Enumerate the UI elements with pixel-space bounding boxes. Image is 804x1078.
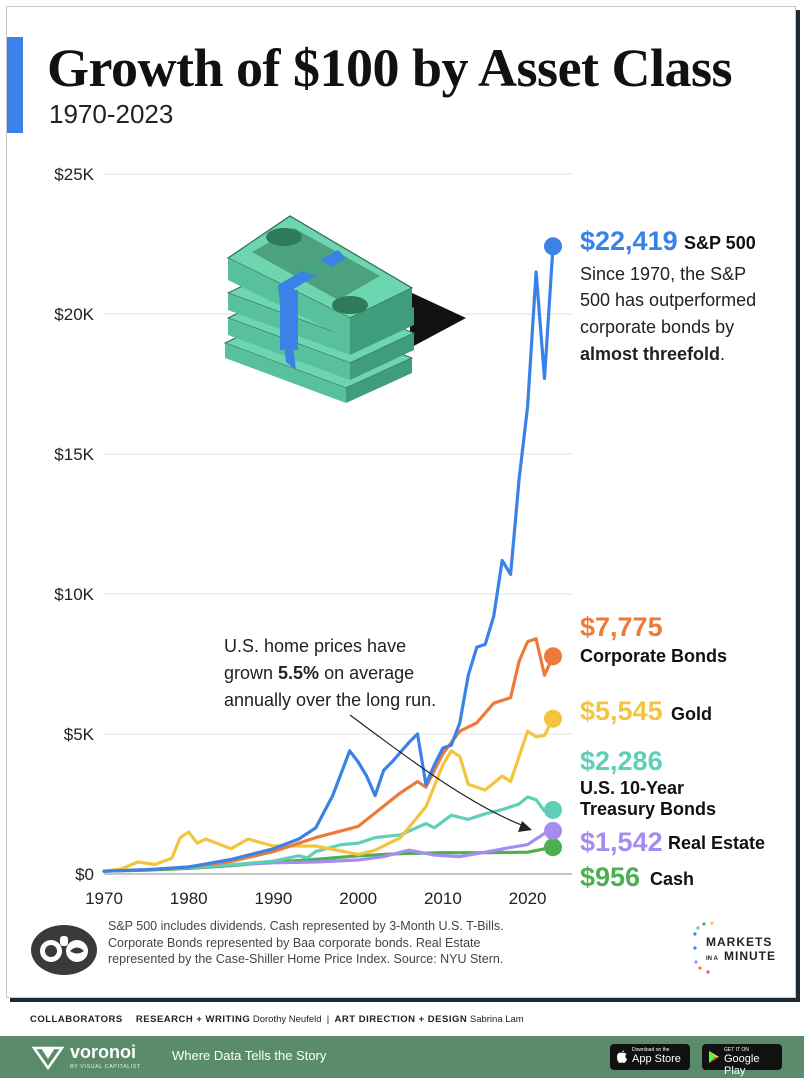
chart-series <box>102 244 555 873</box>
x-tick-label: 2020 <box>509 889 547 908</box>
treasury-name-line-2: Treasury Bonds <box>580 799 716 819</box>
research-name: Dorothy Neufeld <box>252 1014 322 1025</box>
u-s-10-year-treasury-bonds-line <box>102 795 555 873</box>
google-play-big-text: Google Play <box>724 1053 760 1077</box>
annotation-arrow <box>349 714 525 827</box>
sp500-desc-line-2: 500 has outperformed <box>580 290 756 310</box>
corporate-bonds-line <box>102 637 555 873</box>
treasury-final-value: $2,286 <box>580 746 663 776</box>
sp500-series-name: S&P 500 <box>684 233 756 253</box>
footnote-line-3: represented by the Case-Shiller Home Pri… <box>108 952 504 966</box>
gold-endpoint <box>544 709 562 728</box>
real-estate-final-value: $1,542 <box>580 827 663 857</box>
cash-final-value: $956 <box>580 862 640 892</box>
binoculars-logo-icon <box>31 925 97 975</box>
markets-in-a-minute-logo: MARKETS IN A MINUTE <box>693 922 776 974</box>
x-tick-label: 2000 <box>339 889 377 908</box>
page-subtitle: 1970-2023 <box>49 99 174 129</box>
design-label: ART DIRECTION + DESIGN <box>334 1014 468 1025</box>
corporate-bonds-final-value: $7,775 <box>580 612 663 642</box>
s-p-500-line <box>102 244 555 873</box>
chart-footnote: S&P 500 includes dividends. Cash represe… <box>108 918 538 968</box>
cash-endpoint <box>544 838 562 857</box>
annotation-line-2: grown 5.5% on average <box>224 663 414 683</box>
x-tick-label: 1980 <box>170 889 208 908</box>
u-s-10-year-treasury-bonds-endpoint <box>544 800 562 819</box>
x-tick-label: 1990 <box>255 889 293 908</box>
y-tick-label: $5K <box>64 725 95 744</box>
gold-line <box>102 717 555 873</box>
apple-icon <box>617 1050 627 1063</box>
infographic-card: Growth of $100 by Asset Class 1970-2023 <box>6 6 796 998</box>
mim-line-2b: MINUTE <box>724 949 776 963</box>
s-p-500-endpoint <box>544 237 562 256</box>
voronoi-brand[interactable]: voronoi <box>70 1042 136 1062</box>
sp500-final-value: $22,419 <box>580 226 678 256</box>
chart-endpoints <box>544 237 562 857</box>
mim-line-1: MARKETS <box>706 935 772 949</box>
footer-tagline: Where Data Tells the Story <box>172 1048 327 1063</box>
design-name: Sabrina Lam <box>469 1014 524 1025</box>
research-label: RESEARCH + WRITING <box>135 1014 251 1025</box>
sp500-desc-line-1: Since 1970, the S&P <box>580 264 746 284</box>
google-play-small-text: GET IT ON <box>724 1047 749 1053</box>
treasury-name-line-1: U.S. 10-Year <box>580 778 684 798</box>
annotation-line-1: U.S. home prices have <box>224 636 406 656</box>
gold-final-value: $5,545 <box>580 696 663 726</box>
google-play-icon <box>709 1051 719 1063</box>
corporate-bonds-endpoint <box>544 647 562 666</box>
x-axis-tick-labels: 1970 1980 1990 2000 2010 2020 <box>85 889 546 908</box>
app-store-button[interactable]: Download on the App Store <box>610 1044 690 1070</box>
y-tick-label: $25K <box>54 165 94 184</box>
sp500-desc-line-3: corporate bonds by <box>580 317 734 337</box>
cash-series-name: Cash <box>650 869 694 889</box>
voronoi-logo-icon[interactable] <box>32 1044 64 1070</box>
google-play-button[interactable]: GET IT ON Google Play <box>702 1044 782 1077</box>
gold-series-name: Gold <box>671 704 712 724</box>
app-store-big-text: App Store <box>632 1053 681 1065</box>
footer-bar: voronoi BY VISUAL CAPITALIST Where Data … <box>0 1036 804 1078</box>
title-accent-bar <box>7 37 23 133</box>
y-axis-tick-labels: $0 $5K $10K $15K $20K $25K <box>54 165 94 884</box>
app-store-small-text: Download on the <box>632 1047 670 1053</box>
real-estate-series-name: Real Estate <box>668 833 765 853</box>
real-estate-line <box>102 829 555 873</box>
y-tick-label: $20K <box>54 305 94 324</box>
collaborators-credits: COLLABORATORS RESEARCH + WRITING Dorothy… <box>30 1014 524 1025</box>
money-stack-icon <box>223 215 466 403</box>
x-tick-label: 2010 <box>424 889 462 908</box>
line-chart: $0 $5K $10K $15K $20K $25K 1970 1980 1990 2000 20… <box>54 165 765 908</box>
y-tick-label: $15K <box>54 445 94 464</box>
real-estate-endpoint <box>544 821 562 840</box>
sp500-desc-line-4: almost threefold. <box>580 344 725 364</box>
corporate-bonds-series-name: Corporate Bonds <box>580 646 727 666</box>
x-tick-label: 1970 <box>85 889 123 908</box>
collaborators-heading: COLLABORATORS <box>30 1014 123 1025</box>
footnote-line-1: S&P 500 includes dividends. Cash represe… <box>108 919 504 933</box>
y-tick-label: $10K <box>54 585 94 604</box>
mim-line-2a: IN A <box>706 956 718 962</box>
voronoi-brand-sub: BY VISUAL CAPITALIST <box>70 1064 141 1070</box>
annotation-arrowhead <box>518 821 532 832</box>
y-tick-label: $0 <box>75 865 94 884</box>
credit-separator: | <box>326 1014 330 1025</box>
footnote-line-2: Corporate Bonds represented by Baa corpo… <box>108 935 481 950</box>
page-title: Growth of $100 by Asset Class <box>47 38 733 98</box>
annotation-line-3: annually over the long run. <box>224 690 436 710</box>
